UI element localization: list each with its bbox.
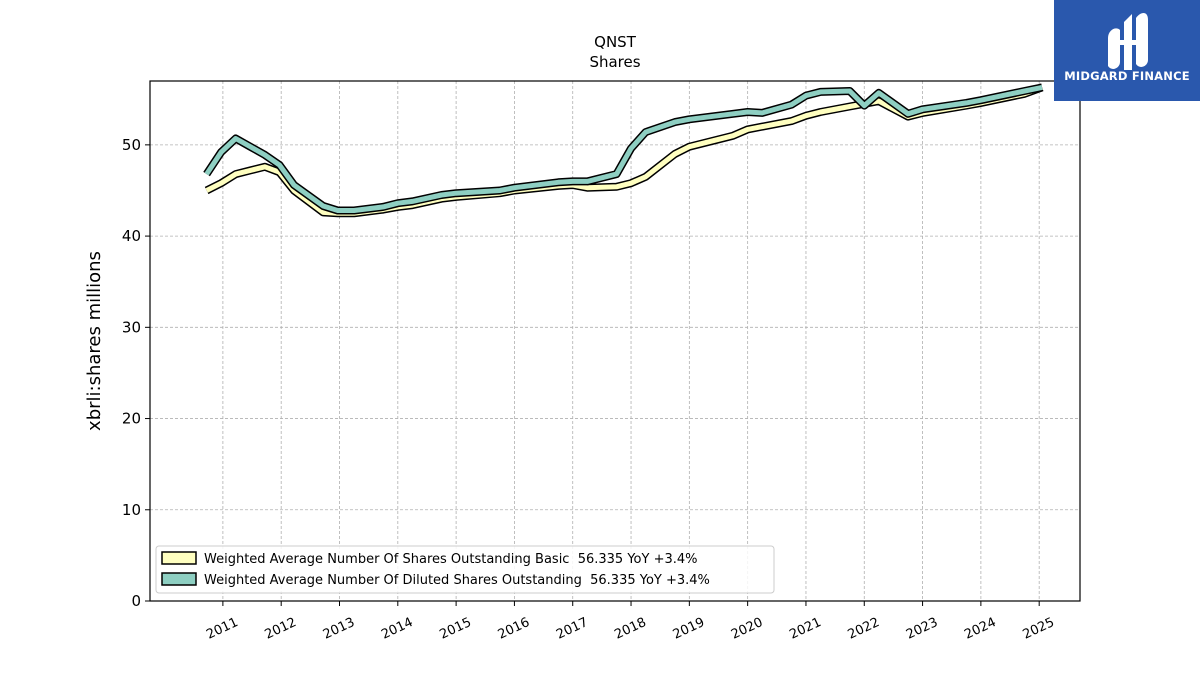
y-tick-label: 40: [122, 227, 141, 245]
x-tick-label: 2022: [846, 615, 882, 643]
y-tick-label: 10: [122, 501, 141, 519]
legend-box: [155, 545, 775, 594]
series-outline-0: [204, 83, 1044, 218]
brand-name: MIDGARD FINANCE: [1064, 69, 1190, 83]
plot-frame: [149, 80, 1081, 602]
x-tick-label: 2014: [379, 615, 415, 643]
legend-swatch-diluted: [161, 572, 197, 586]
x-tick-label: 2013: [321, 615, 357, 643]
y-tick-label: 20: [122, 410, 141, 428]
x-axis: 2011 2012 2013 2014 2015 2016 2017 2018 2019 2020…: [204, 601, 1057, 643]
series-line-0: [205, 85, 1043, 216]
legend-label-diluted: Weighted Average Number Of Diluted Share…: [204, 573, 710, 588]
x-tick-label: 2024: [962, 615, 998, 643]
grid: [150, 81, 1080, 602]
y-tick-label: 0: [131, 592, 141, 610]
x-tick-label: 2019: [671, 615, 707, 643]
y-tick-label: 50: [122, 136, 141, 154]
x-tick-label: 2012: [263, 615, 299, 643]
y-axis: 0 10 20 30 40 50: [122, 136, 150, 610]
y-axis-label: xbrli:shares millions: [84, 251, 105, 431]
legend-swatch-basic: [161, 551, 197, 565]
legend-label-basic: Weighted Average Number Of Shares Outsta…: [204, 552, 698, 567]
logo-mark-icon: [1108, 13, 1148, 70]
y-tick-label: 30: [122, 318, 141, 336]
x-tick-label: 2017: [554, 615, 590, 643]
x-tick-label: 2023: [904, 615, 940, 643]
chart-subtitle: Shares: [589, 53, 640, 71]
series-outline-1: [203, 83, 1043, 215]
x-tick-label: 2020: [729, 615, 765, 643]
legend: Weighted Average Number Of Shares Outsta…: [155, 545, 775, 594]
x-tick-label: 2025: [1021, 615, 1057, 643]
x-tick-label: 2011: [204, 615, 240, 643]
series-lines: [203, 83, 1044, 218]
series-line-1: [204, 84, 1043, 213]
x-tick-label: 2016: [496, 615, 532, 643]
brand-logo: MIDGARD FINANCE: [1054, 0, 1200, 101]
x-tick-label: 2018: [612, 615, 648, 643]
x-tick-label: 2015: [437, 615, 473, 643]
x-tick-label: 2021: [787, 615, 823, 643]
chart-title: QNST: [594, 33, 637, 51]
